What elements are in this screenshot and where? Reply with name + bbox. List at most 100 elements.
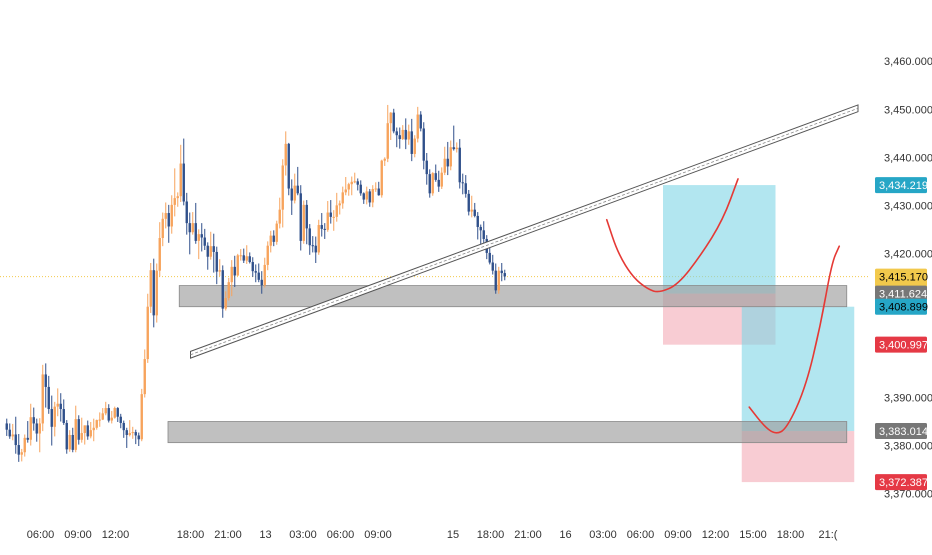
candle bbox=[290, 188, 293, 201]
candle bbox=[26, 437, 29, 440]
time-tick-label: 21:( bbox=[819, 529, 838, 541]
candle bbox=[272, 235, 275, 242]
price-tick-label: 3,440.000 bbox=[884, 152, 932, 164]
candle bbox=[245, 256, 248, 261]
position-1-target-zone bbox=[663, 185, 776, 294]
candle bbox=[62, 409, 65, 423]
candle bbox=[50, 409, 53, 427]
candle bbox=[296, 185, 299, 194]
candle bbox=[344, 189, 347, 193]
candle bbox=[104, 408, 107, 414]
time-tick-label: 09:00 bbox=[664, 529, 692, 541]
candle bbox=[473, 209, 476, 216]
candle bbox=[221, 270, 224, 309]
candle bbox=[359, 184, 362, 194]
candle bbox=[401, 129, 404, 140]
candle bbox=[335, 205, 338, 217]
candle bbox=[35, 423, 38, 434]
candle bbox=[284, 143, 287, 166]
candle bbox=[182, 163, 185, 202]
candle bbox=[110, 417, 113, 421]
time-tick-label: 16 bbox=[559, 529, 571, 541]
candle bbox=[92, 427, 95, 431]
price-badge-text: 3,415.170 bbox=[879, 272, 928, 284]
candle bbox=[275, 223, 278, 242]
candle bbox=[446, 158, 449, 167]
price-badge-text: 3,408.899 bbox=[879, 302, 928, 314]
price-tick-label: 3,390.000 bbox=[884, 393, 932, 405]
candle bbox=[392, 112, 395, 132]
candle bbox=[383, 158, 386, 161]
candle bbox=[443, 158, 446, 173]
candle bbox=[431, 173, 434, 194]
time-tick-label: 03:00 bbox=[289, 529, 317, 541]
rising-channel-midline bbox=[190, 107, 859, 356]
time-tick-label: 12:00 bbox=[102, 529, 130, 541]
candle bbox=[194, 223, 197, 241]
price-badge-bg bbox=[875, 298, 927, 315]
price-badge-text: 3,434.219 bbox=[879, 180, 928, 192]
time-tick-label: 18:00 bbox=[777, 529, 805, 541]
candle bbox=[242, 255, 245, 261]
candle bbox=[185, 201, 188, 224]
candle bbox=[44, 374, 47, 387]
candle bbox=[170, 204, 173, 227]
candle bbox=[137, 435, 140, 440]
price-badge: 3,400.997 bbox=[875, 336, 928, 353]
candle bbox=[377, 188, 380, 196]
candle bbox=[146, 306, 149, 360]
candle bbox=[74, 419, 77, 450]
candle bbox=[176, 196, 179, 199]
candle bbox=[329, 212, 332, 217]
candle bbox=[197, 234, 200, 241]
price-badge-text: 3,400.997 bbox=[879, 340, 928, 352]
candle bbox=[395, 131, 398, 136]
candle bbox=[191, 223, 194, 233]
time-tick-label: 15 bbox=[447, 529, 459, 541]
candles-layer bbox=[5, 104, 506, 462]
candle bbox=[56, 403, 59, 407]
candle bbox=[86, 425, 89, 437]
price-tick-label: 3,370.000 bbox=[884, 489, 932, 501]
candle bbox=[68, 434, 71, 450]
candle bbox=[440, 172, 443, 187]
candle bbox=[353, 181, 356, 183]
candle bbox=[362, 193, 365, 200]
candle bbox=[398, 135, 401, 140]
time-tick-label: 18:00 bbox=[177, 529, 205, 541]
candle bbox=[365, 191, 368, 200]
price-axis: 3,460.000 3,450.000 3,440.000 3,430.000 3,42… bbox=[875, 56, 932, 501]
candle bbox=[32, 417, 35, 424]
price-tick-label: 3,420.000 bbox=[884, 248, 932, 260]
candle bbox=[128, 433, 131, 435]
candle bbox=[188, 223, 191, 233]
candle bbox=[239, 255, 242, 257]
candle bbox=[200, 234, 203, 238]
candle bbox=[389, 112, 392, 124]
candle bbox=[236, 255, 239, 276]
candle bbox=[122, 422, 125, 431]
price-badge-text: 3,372.387 bbox=[879, 477, 928, 489]
candle bbox=[281, 165, 284, 210]
candle bbox=[326, 212, 329, 230]
candle bbox=[260, 279, 263, 286]
candle bbox=[227, 282, 230, 299]
time-tick-label: 18:00 bbox=[477, 529, 505, 541]
support-zone-2 bbox=[167, 421, 848, 444]
price-tick-label: 3,460.000 bbox=[884, 56, 932, 68]
candle bbox=[488, 252, 491, 263]
candle bbox=[164, 213, 167, 219]
candle bbox=[65, 422, 68, 450]
candle bbox=[332, 216, 335, 218]
candle bbox=[203, 237, 206, 246]
candle bbox=[215, 251, 218, 272]
candle bbox=[98, 419, 101, 421]
candle bbox=[404, 129, 407, 140]
candle bbox=[134, 432, 137, 436]
candle bbox=[311, 245, 314, 247]
candle bbox=[320, 225, 323, 229]
position-2-target-zone bbox=[741, 306, 855, 432]
candle bbox=[155, 270, 158, 316]
candle bbox=[107, 408, 110, 421]
candle bbox=[293, 185, 296, 201]
